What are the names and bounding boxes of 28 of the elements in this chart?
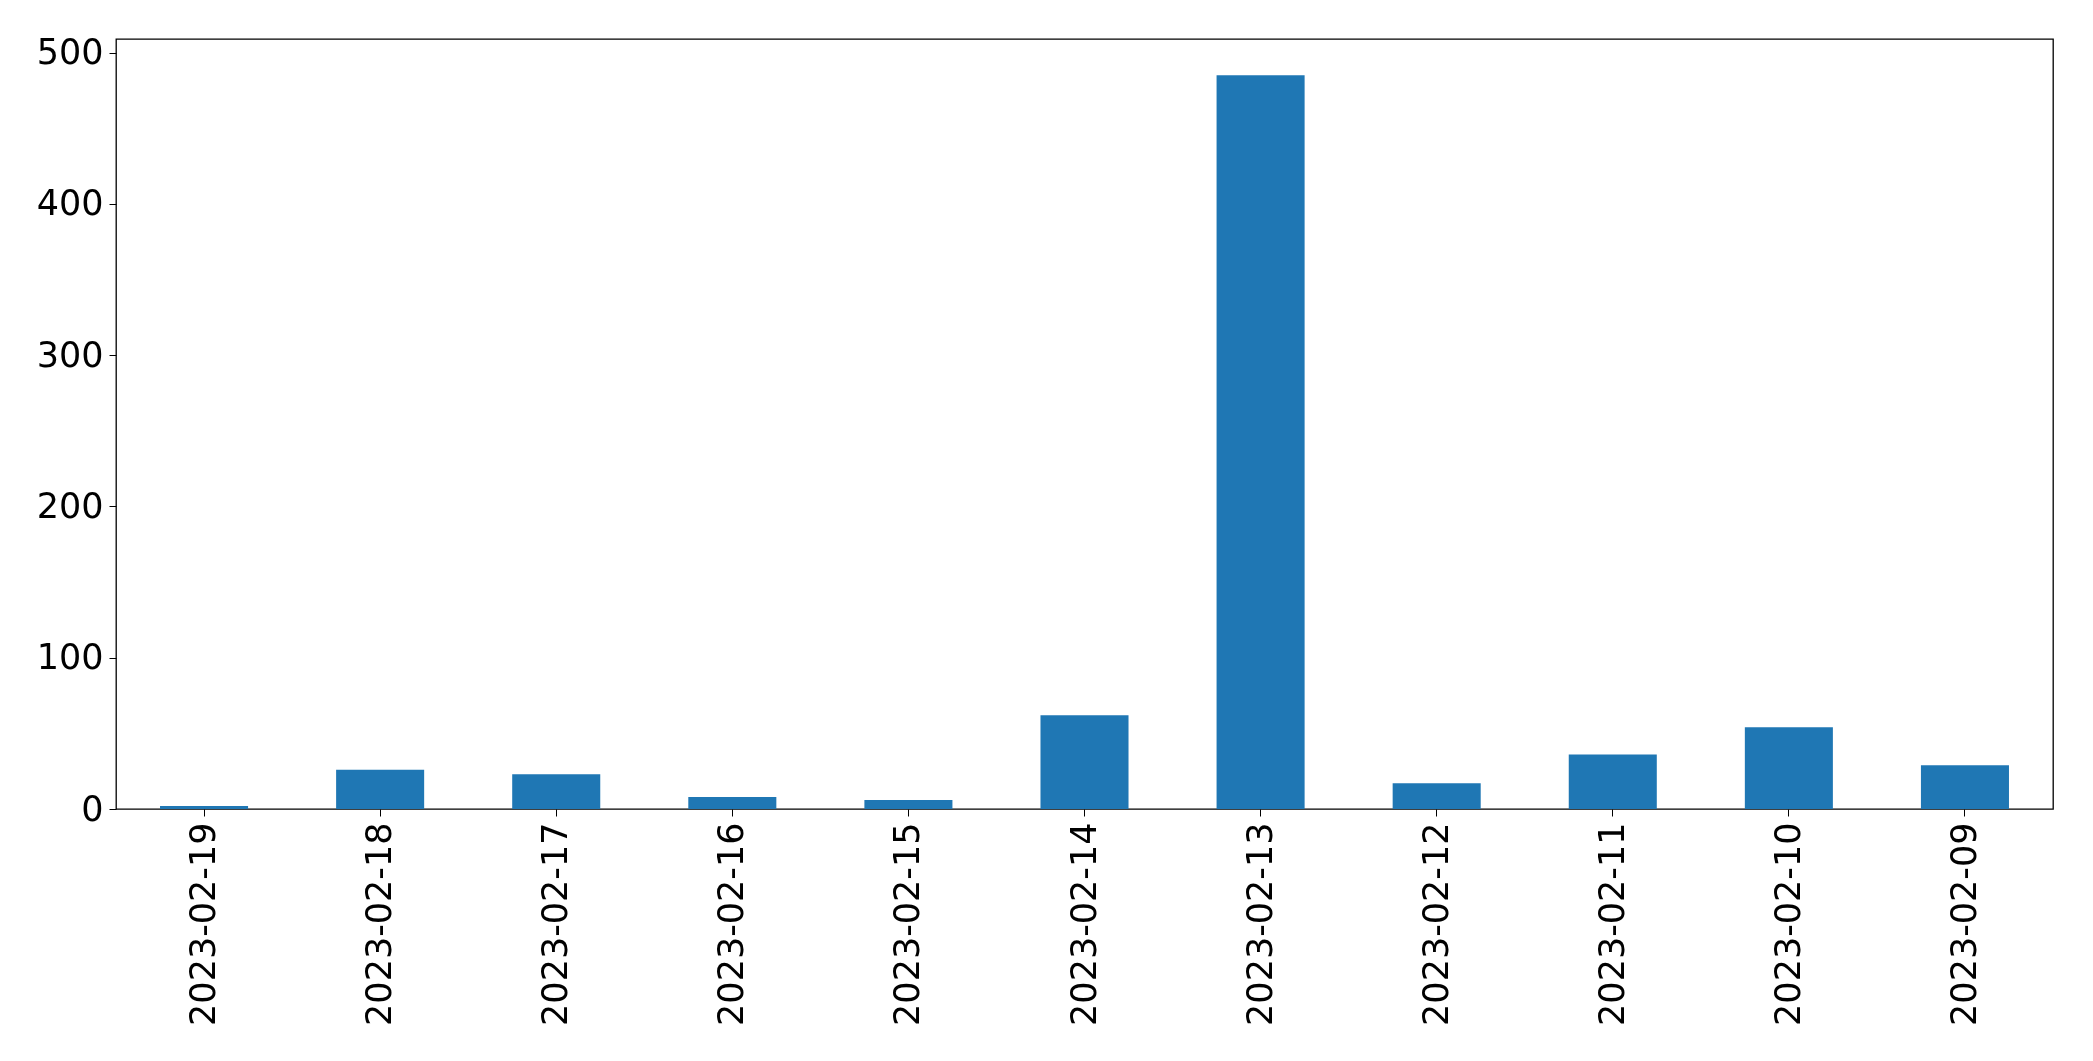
bar	[160, 805, 249, 809]
x-tick-label: 2023-02-09	[1943, 822, 1984, 1026]
x-tick-label: 2023-02-18	[359, 822, 400, 1026]
x-tick-label: 2023-02-15	[887, 822, 928, 1026]
x-tick-label: 2023-02-14	[1063, 822, 1104, 1026]
y-tick-label: 200	[36, 485, 104, 526]
x-tick-label: 2023-02-17	[535, 822, 576, 1026]
x-tick-label: 2023-02-12	[1415, 822, 1456, 1026]
bar	[1744, 727, 1833, 809]
x-tick-label: 2023-02-11	[1591, 822, 1632, 1026]
bar	[1920, 765, 2009, 809]
y-tick-label: 400	[36, 183, 104, 224]
y-tick-label: 0	[81, 788, 104, 829]
bar	[512, 774, 601, 809]
bar	[1040, 715, 1129, 809]
x-tick-label: 2023-02-13	[1239, 822, 1280, 1026]
bar	[336, 769, 425, 809]
x-tick-label: 2023-02-19	[183, 822, 224, 1026]
y-tick-label: 300	[36, 334, 104, 375]
bar	[1392, 783, 1481, 809]
bar	[864, 799, 953, 809]
y-tick-label: 500	[36, 32, 104, 73]
bar	[1568, 754, 1657, 809]
y-tick-label: 100	[36, 637, 104, 678]
bar	[1216, 75, 1305, 809]
x-tick-label: 2023-02-16	[711, 822, 752, 1026]
x-tick-label: 2023-02-10	[1767, 822, 1808, 1026]
bar	[688, 796, 777, 809]
